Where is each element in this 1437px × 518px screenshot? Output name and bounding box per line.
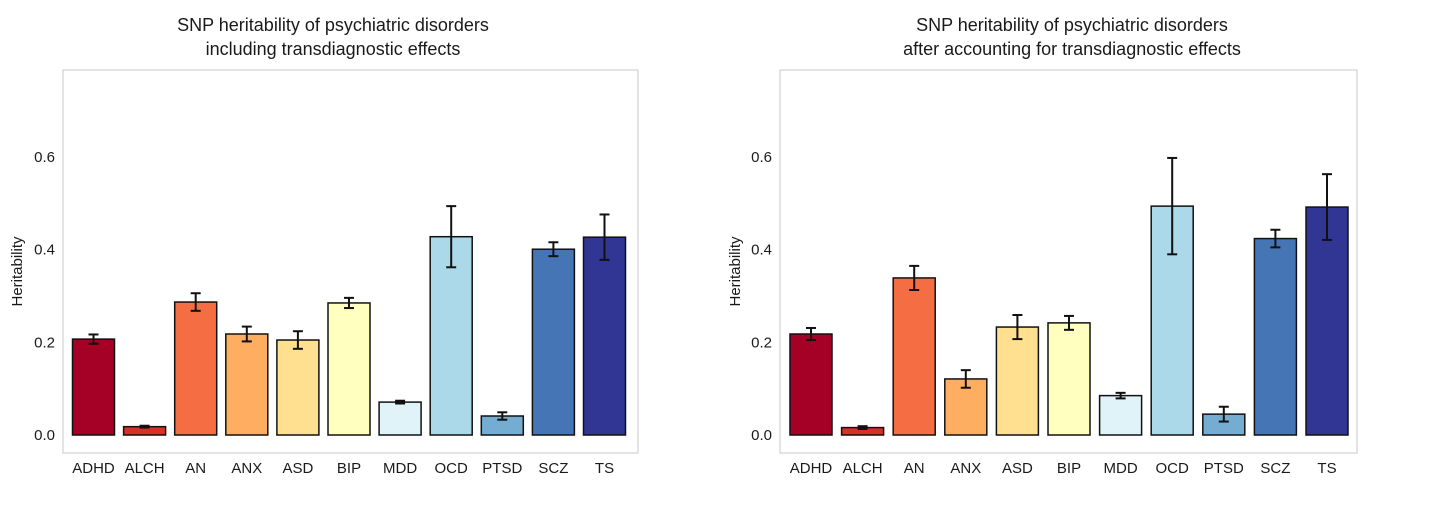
chart-title-line-1: SNP heritability of psychiatric disorder… (177, 15, 489, 35)
error-bar-adhd (806, 326, 816, 342)
y-axis-label: Heritability (727, 236, 744, 307)
error-bar-anx (241, 325, 252, 343)
error-bar-mdd (395, 399, 406, 405)
bar-anx (225, 333, 269, 436)
error-bar-ocd (1167, 156, 1178, 256)
error-bar-bip (1064, 314, 1074, 331)
error-bar-an (190, 292, 201, 312)
bar-scz (1253, 237, 1298, 436)
x-tick-label-adhd: ADHD (72, 460, 115, 477)
x-tick-label-scz: SCZ (538, 460, 568, 477)
y-tick-label: 0.0 (751, 427, 772, 444)
x-tick-label-bip: BIP (1057, 460, 1081, 477)
error-bar-asd (1012, 314, 1023, 341)
bar-asd (276, 339, 320, 436)
error-bar-alch (139, 424, 150, 429)
x-tick-label-mdd: MDD (1104, 460, 1138, 477)
bar-adhd (71, 338, 116, 436)
bar-mdd (1098, 394, 1143, 436)
chart-title-line-2: including transdiagnostic effects (206, 39, 461, 59)
x-tick-label-alch: ALCH (125, 460, 165, 477)
bar-bip (1047, 322, 1091, 436)
error-bar-an (909, 264, 920, 291)
bar-ts (1305, 206, 1349, 436)
bar-bip (327, 302, 371, 436)
plot-frame (779, 69, 1358, 454)
error-bar-alch (857, 425, 868, 430)
x-tick-label-ocd: OCD (435, 460, 469, 477)
y-tick-label: 0.4 (751, 242, 772, 259)
x-tick-label-asd: ASD (282, 460, 313, 477)
error-bar-scz (1270, 228, 1281, 249)
error-bar-ts (599, 213, 610, 261)
error-bar-ts (1322, 173, 1332, 241)
x-tick-label-adhd: ADHD (790, 460, 833, 477)
x-tick-label-ptsd: PTSD (482, 460, 522, 477)
error-bar-bip (344, 296, 354, 310)
error-bar-ptsd (1218, 405, 1229, 423)
chart-title-line-1: SNP heritability of psychiatric disorder… (916, 15, 1228, 35)
x-tick-label-an: AN (904, 460, 925, 477)
error-bar-ocd (446, 205, 457, 269)
bar-an (892, 277, 936, 436)
error-bar-ptsd (497, 411, 508, 421)
x-tick-label-ts: TS (1317, 460, 1336, 477)
chart-panel-2: SNP heritability of psychiatric disorder… (727, 15, 1358, 477)
y-tick-label: 0.6 (751, 149, 772, 166)
x-tick-label-alch: ALCH (843, 460, 883, 477)
y-tick-label: 0.2 (751, 334, 772, 351)
x-tick-label-mdd: MDD (383, 460, 417, 477)
bar-an (173, 301, 218, 436)
error-bar-scz (548, 241, 559, 258)
chart-panel-1: SNP heritability of psychiatric disorder… (9, 15, 639, 477)
error-bar-anx (960, 369, 971, 389)
bar-ts (582, 236, 627, 436)
y-tick-label: 0.4 (34, 242, 55, 259)
x-tick-label-asd: ASD (1002, 460, 1033, 477)
x-tick-label-ts: TS (595, 460, 614, 477)
x-tick-label-ptsd: PTSD (1204, 460, 1244, 477)
bar-scz (531, 248, 576, 436)
y-tick-label: 0.0 (34, 427, 55, 444)
x-tick-label-anx: ANX (231, 460, 262, 477)
y-tick-label: 0.6 (34, 149, 55, 166)
bar-asd (995, 326, 1040, 436)
y-axis-label: Heritability (9, 236, 26, 307)
error-bar-asd (292, 330, 303, 350)
chart-title-line-2: after accounting for transdiagnostic eff… (903, 39, 1241, 59)
bar-ocd (429, 235, 473, 436)
error-bar-mdd (1115, 391, 1126, 400)
error-bar-adhd (88, 333, 99, 345)
plot-frame (62, 69, 639, 454)
x-tick-label-anx: ANX (950, 460, 981, 477)
y-tick-label: 0.2 (34, 334, 55, 351)
x-tick-label-bip: BIP (337, 460, 361, 477)
bar-mdd (378, 401, 422, 436)
x-tick-label-an: AN (185, 460, 206, 477)
x-tick-label-ocd: OCD (1156, 460, 1190, 477)
x-tick-label-scz: SCZ (1260, 460, 1290, 477)
bar-adhd (789, 333, 833, 436)
